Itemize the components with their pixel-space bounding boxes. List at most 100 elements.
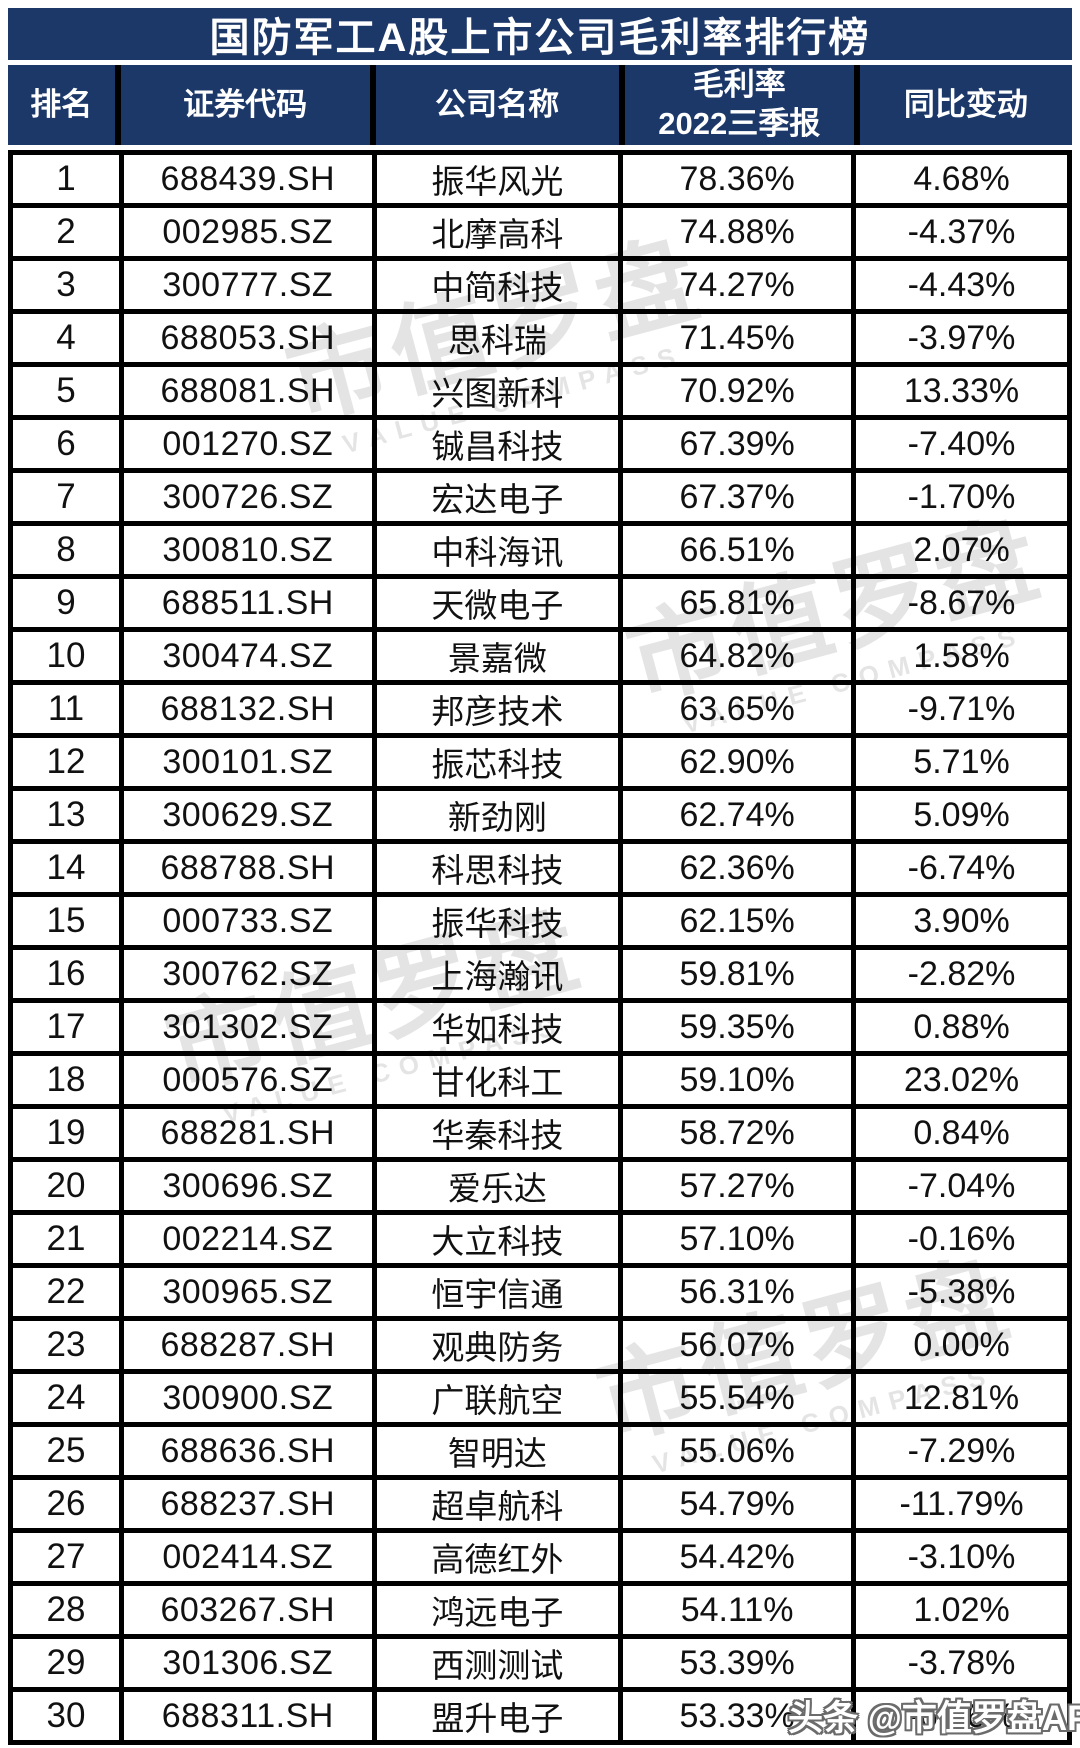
cell-margin: 59.10%: [623, 1056, 852, 1104]
cell-rank: 8: [13, 526, 119, 574]
table-row: 23 688287.SH 观典防务 56.07% 0.00%: [13, 1321, 1067, 1369]
table-row: 4 688053.SH 思科瑞 71.45% -3.97%: [13, 314, 1067, 362]
cell-margin: 55.06%: [623, 1427, 852, 1475]
cell-rank: 26: [13, 1480, 119, 1528]
cell-margin: 74.88%: [623, 208, 852, 256]
cell-company: 甘化科工: [376, 1056, 619, 1104]
cell-rank: 27: [13, 1533, 119, 1581]
table-row: 6 001270.SZ 铖昌科技 67.39% -7.40%: [13, 420, 1067, 468]
cell-company: 宏达电子: [376, 473, 619, 521]
cell-code: 000576.SZ: [123, 1056, 372, 1104]
table-row: 19 688281.SH 华秦科技 58.72% 0.84%: [13, 1109, 1067, 1157]
cell-change: 13.33%: [856, 367, 1067, 415]
column-header-margin: 毛利率 2022三季报: [624, 65, 854, 145]
cell-change: -4.37%: [856, 208, 1067, 256]
cell-company: 广联航空: [376, 1374, 619, 1422]
table-row: 26 688237.SH 超卓航科 54.79% -11.79%: [13, 1480, 1067, 1528]
cell-rank: 18: [13, 1056, 119, 1104]
cell-company: 西测测试: [376, 1639, 619, 1687]
cell-code: 688788.SH: [123, 844, 372, 892]
cell-change: 23.02%: [856, 1056, 1067, 1104]
cell-rank: 16: [13, 950, 119, 998]
table-header-row: 排名 证券代码 公司名称 毛利率 2022三季报 同比变动: [8, 65, 1072, 145]
cell-margin: 67.39%: [623, 420, 852, 468]
cell-code: 300726.SZ: [123, 473, 372, 521]
cell-code: 300696.SZ: [123, 1162, 372, 1210]
cell-change: -5.38%: [856, 1268, 1067, 1316]
cell-code: 001270.SZ: [123, 420, 372, 468]
cell-code: 688511.SH: [123, 579, 372, 627]
cell-code: 688636.SH: [123, 1427, 372, 1475]
table-row: 17 301302.SZ 华如科技 59.35% 0.88%: [13, 1003, 1067, 1051]
cell-company: 邦彦技术: [376, 685, 619, 733]
table-row: 22 300965.SZ 恒宇信通 56.31% -5.38%: [13, 1268, 1067, 1316]
page-title: 国防军工A股上市公司毛利率排行榜: [8, 8, 1072, 60]
cell-company: 新劲刚: [376, 791, 619, 839]
cell-margin: 62.36%: [623, 844, 852, 892]
cell-code: 301302.SZ: [123, 1003, 372, 1051]
cell-code: 688237.SH: [123, 1480, 372, 1528]
cell-code: 300777.SZ: [123, 261, 372, 309]
cell-margin: 63.65%: [623, 685, 852, 733]
cell-rank: 15: [13, 897, 119, 945]
column-header-margin-line2: 2022三季报: [658, 106, 821, 141]
cell-rank: 10: [13, 632, 119, 680]
cell-change: -3.78%: [856, 1639, 1067, 1687]
cell-company: 北摩高科: [376, 208, 619, 256]
table-row: 8 300810.SZ 中科海讯 66.51% 2.07%: [13, 526, 1067, 574]
cell-company: 华秦科技: [376, 1109, 619, 1157]
table-row: 7 300726.SZ 宏达电子 67.37% -1.70%: [13, 473, 1067, 521]
cell-margin: 62.90%: [623, 738, 852, 786]
cell-rank: 7: [13, 473, 119, 521]
cell-margin: 78.36%: [623, 155, 852, 203]
cell-change: -7.04%: [856, 1162, 1067, 1210]
table-row: 18 000576.SZ 甘化科工 59.10% 23.02%: [13, 1056, 1067, 1104]
table-row: 25 688636.SH 智明达 55.06% -7.29%: [13, 1427, 1067, 1475]
table-row: 2 002985.SZ 北摩高科 74.88% -4.37%: [13, 208, 1067, 256]
cell-change: -9.71%: [856, 685, 1067, 733]
cell-company: 观典防务: [376, 1321, 619, 1369]
cell-change: 2.07%: [856, 526, 1067, 574]
cell-company: 科思科技: [376, 844, 619, 892]
cell-company: 景嘉微: [376, 632, 619, 680]
cell-change: 0.84%: [856, 1109, 1067, 1157]
cell-change: -2.82%: [856, 950, 1067, 998]
cell-rank: 29: [13, 1639, 119, 1687]
table-row: 29 301306.SZ 西测测试 53.39% -3.78%: [13, 1639, 1067, 1687]
cell-company: 上海瀚讯: [376, 950, 619, 998]
cell-margin: 57.10%: [623, 1215, 852, 1263]
cell-code: 300810.SZ: [123, 526, 372, 574]
cell-rank: 30: [13, 1692, 119, 1740]
cell-margin: 56.07%: [623, 1321, 852, 1369]
table-row: 13 300629.SZ 新劲刚 62.74% 5.09%: [13, 791, 1067, 839]
cell-code: 002214.SZ: [123, 1215, 372, 1263]
column-header-rank: 排名: [8, 65, 115, 145]
cell-margin: 55.54%: [623, 1374, 852, 1422]
cell-change: 3.90%: [856, 897, 1067, 945]
cell-change: -3.10%: [856, 1533, 1067, 1581]
cell-company: 振华科技: [376, 897, 619, 945]
cell-margin: 59.81%: [623, 950, 852, 998]
column-header-change: 同比变动: [859, 65, 1072, 145]
cell-code: 688287.SH: [123, 1321, 372, 1369]
cell-company: 爱乐达: [376, 1162, 619, 1210]
cell-code: 688081.SH: [123, 367, 372, 415]
cell-margin: 54.79%: [623, 1480, 852, 1528]
table-row: 21 002214.SZ 大立科技 57.10% -0.16%: [13, 1215, 1067, 1263]
cell-rank: 19: [13, 1109, 119, 1157]
cell-margin: 64.82%: [623, 632, 852, 680]
cell-rank: 9: [13, 579, 119, 627]
cell-change: -7.29%: [856, 1427, 1067, 1475]
cell-change: -11.79%: [856, 1480, 1067, 1528]
table-row: 9 688511.SH 天微电子 65.81% -8.67%: [13, 579, 1067, 627]
column-header-margin-line1: 毛利率: [692, 67, 786, 103]
cell-rank: 2: [13, 208, 119, 256]
cell-margin: 62.15%: [623, 897, 852, 945]
cell-margin: 53.39%: [623, 1639, 852, 1687]
table-row: 14 688788.SH 科思科技 62.36% -6.74%: [13, 844, 1067, 892]
cell-company: 盟升电子: [376, 1692, 619, 1740]
cell-code: 688281.SH: [123, 1109, 372, 1157]
cell-code: 603267.SH: [123, 1586, 372, 1634]
cell-code: 300474.SZ: [123, 632, 372, 680]
cell-margin: 71.45%: [623, 314, 852, 362]
